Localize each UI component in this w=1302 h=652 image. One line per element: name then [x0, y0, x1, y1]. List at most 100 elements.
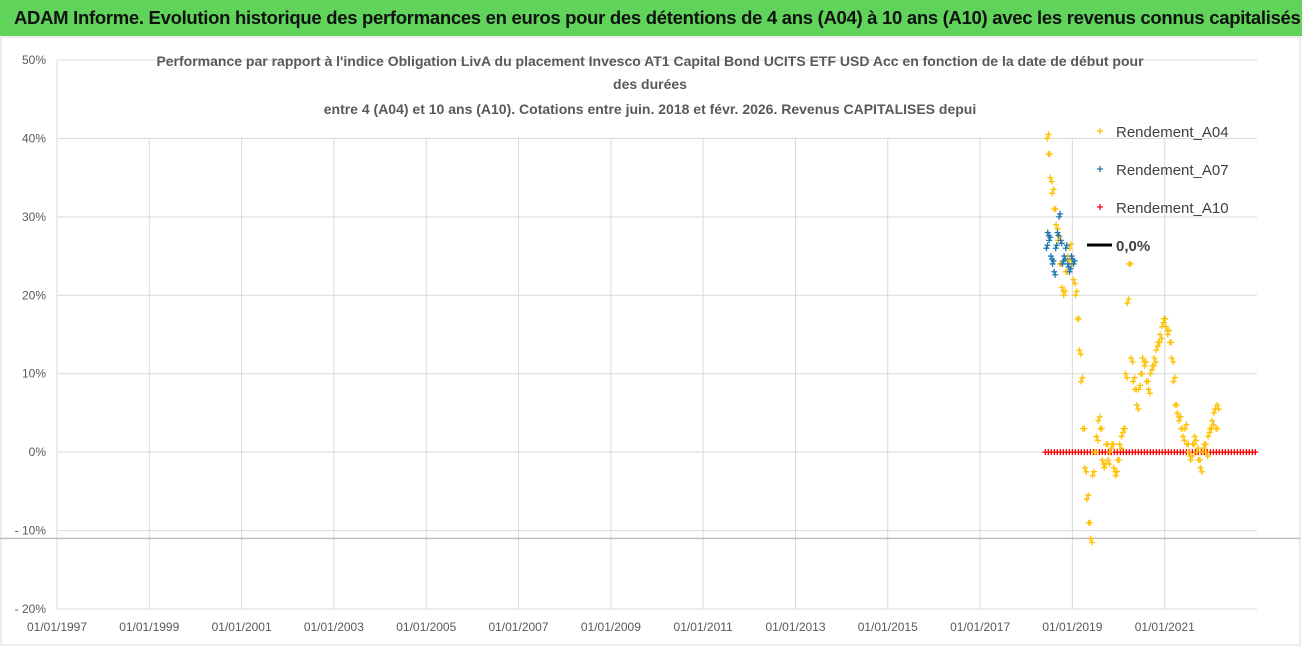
y-tick-label: 40%	[22, 131, 46, 145]
a04-point	[1143, 358, 1150, 365]
a04-point	[1195, 445, 1202, 452]
a04-point	[1189, 452, 1196, 459]
a07-point	[1047, 253, 1054, 260]
a07-point	[1061, 253, 1068, 260]
a04-point	[1133, 402, 1140, 409]
a07-point	[1046, 237, 1053, 244]
y-tick-label: 50%	[22, 53, 46, 67]
a04-point	[1123, 374, 1130, 381]
a04-point	[1114, 468, 1121, 475]
a04-point	[1105, 456, 1112, 463]
a04-point	[1146, 390, 1153, 397]
a04-point	[1087, 519, 1094, 526]
a04-point	[1209, 417, 1216, 424]
x-tick-label: 01/01/2013	[765, 620, 825, 634]
a04-point	[1151, 355, 1158, 362]
a04-point	[1145, 378, 1152, 385]
a07-point	[1063, 242, 1070, 249]
a07-point	[1062, 245, 1069, 252]
x-tick-label: 01/01/2021	[1135, 620, 1195, 634]
x-tick-label: 01/01/2007	[488, 620, 548, 634]
chart-title-line: entre 4 (A04) et 10 ans (A10). Cotations…	[324, 101, 977, 117]
legend-label: Rendement_A07	[1116, 162, 1229, 179]
a04-point	[1193, 449, 1200, 456]
a04-point	[1204, 453, 1211, 460]
y-tick-label: - 10%	[15, 524, 47, 538]
a04-point	[1141, 362, 1148, 369]
a04-point	[1087, 535, 1094, 542]
x-tick-label: 01/01/1999	[119, 620, 179, 634]
a04-point	[1137, 382, 1144, 389]
a04-point	[1056, 233, 1063, 240]
a07-point	[1044, 229, 1051, 236]
a04-point	[1049, 190, 1056, 197]
legend-marker	[1097, 128, 1103, 134]
y-tick-label: 20%	[22, 288, 46, 302]
a07-point	[1044, 242, 1051, 249]
a07-point	[1054, 229, 1061, 236]
a04-point	[1128, 355, 1135, 362]
a07-point	[1053, 242, 1060, 249]
a04-point	[1052, 206, 1059, 213]
a04-point	[1083, 468, 1090, 475]
a07-point	[1043, 245, 1050, 252]
a04-point	[1166, 327, 1173, 334]
y-tick-label: - 20%	[15, 602, 47, 616]
a07-point	[1049, 260, 1056, 267]
a04-point	[1076, 347, 1083, 354]
a04-point	[1170, 359, 1177, 366]
a04-point	[1072, 280, 1079, 287]
a04-point	[1168, 355, 1175, 362]
a04-point	[1187, 456, 1194, 463]
a04-point	[1122, 370, 1129, 377]
a04-point	[1130, 378, 1137, 385]
performance-chart: 50% 40% 30% 20% 10% 0% - 10% - 20% 01/01/1997 01/…	[0, 36, 1301, 646]
a04-point	[1094, 437, 1101, 444]
legend-marker	[1097, 166, 1103, 172]
a04-point	[1215, 406, 1222, 413]
a04-point	[1112, 472, 1119, 479]
x-tick-label: 01/01/2015	[858, 620, 918, 634]
a04-point	[1162, 323, 1169, 330]
a04-point	[1044, 135, 1051, 142]
a04-point	[1073, 288, 1080, 295]
a04-point	[1131, 374, 1138, 381]
a04-point	[1118, 445, 1125, 452]
x-tick-label: 01/01/1997	[27, 620, 87, 634]
a04-point	[1153, 347, 1160, 354]
a04-point	[1173, 402, 1180, 409]
a04-point	[1171, 374, 1178, 381]
a04-point	[1083, 496, 1090, 503]
a07-point	[1059, 260, 1066, 267]
a07-point	[1047, 234, 1054, 241]
a07-point	[1056, 213, 1063, 220]
a04-point	[1170, 378, 1177, 385]
a04-point	[1145, 386, 1152, 393]
a04-point	[1058, 284, 1065, 291]
a04-point	[1068, 241, 1075, 248]
a04-point	[1081, 464, 1088, 471]
a04-point	[1124, 300, 1131, 307]
a04-point	[1116, 456, 1123, 463]
a07-point	[1066, 268, 1073, 275]
a04-point	[1179, 433, 1186, 440]
y-tick-label: 10%	[22, 367, 46, 381]
a04-point	[1070, 276, 1077, 283]
chart-area: 50% 40% 30% 20% 10% 0% - 10% - 20% 01/01/1997 01/…	[0, 36, 1302, 647]
a04-point	[1106, 449, 1113, 456]
a04-point	[1046, 151, 1053, 158]
a04-point	[1177, 413, 1184, 420]
y-tick-label: 30%	[22, 210, 46, 224]
a04-point	[1185, 449, 1192, 456]
a04-point	[1174, 409, 1181, 416]
a04-point	[1047, 174, 1054, 181]
a04-point	[1147, 370, 1154, 377]
a07-point	[1057, 210, 1064, 217]
a04-point	[1089, 472, 1096, 479]
x-tick-label: 01/01/2001	[212, 620, 272, 634]
a04-point	[1066, 257, 1073, 264]
a04-point	[1139, 355, 1146, 362]
a04-point	[1048, 178, 1055, 185]
a04-point	[1164, 331, 1171, 338]
a04-point	[1210, 409, 1217, 416]
